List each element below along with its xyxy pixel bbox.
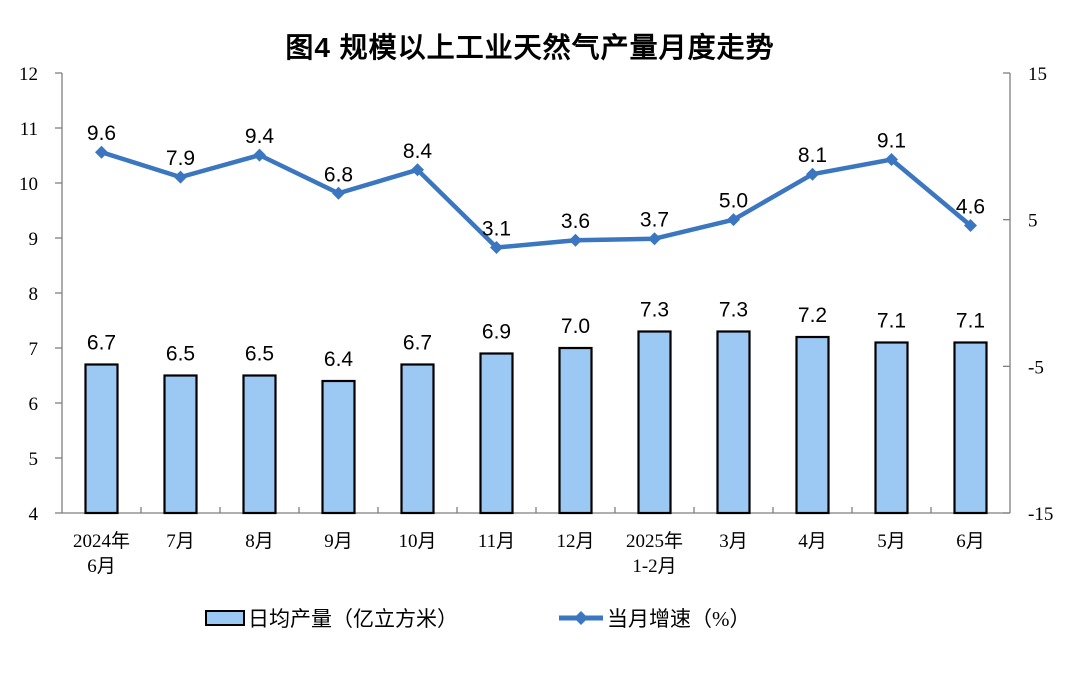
x-axis-label: 11月 xyxy=(478,531,515,552)
bar-value-label: 6.9 xyxy=(482,321,511,344)
line-value-label: 5.0 xyxy=(719,190,748,213)
x-axis-label: 2025年 xyxy=(626,530,683,552)
x-axis-label: 3月 xyxy=(719,531,748,552)
left-axis-tick-label: 11 xyxy=(20,119,38,140)
x-axis-label: 2024年 xyxy=(73,530,130,552)
growth-line xyxy=(99,149,973,250)
right-axis-tick-label: -5 xyxy=(1028,357,1044,378)
bar xyxy=(84,363,119,515)
line-marker-diamond-icon xyxy=(490,241,503,255)
bar-value-label: 6.5 xyxy=(166,343,195,366)
x-axis-label: 6月 xyxy=(956,531,985,552)
x-axis-label: 1-2月 xyxy=(632,556,676,577)
bar xyxy=(558,346,593,515)
bar-value-label: 7.1 xyxy=(877,310,906,333)
line-value-label: 3.1 xyxy=(482,218,511,241)
x-axis-label: 4月 xyxy=(798,531,827,552)
left-axis-tick-label: 12 xyxy=(19,64,38,85)
bar-value-label: 7.1 xyxy=(956,310,985,333)
bar-value-label: 7.2 xyxy=(798,304,827,327)
right-axis-tick-label: -15 xyxy=(1028,504,1053,525)
legend-label-line-series: 当月增速（%） xyxy=(607,607,751,631)
x-axis-label: 5月 xyxy=(877,531,906,552)
line-value-label: 9.6 xyxy=(87,122,116,145)
line-marker-diamond-icon xyxy=(95,145,108,159)
line-diamond-swatch-icon xyxy=(559,611,603,625)
left-axis-tick-label: 4 xyxy=(29,504,39,525)
bar xyxy=(479,352,514,515)
bar xyxy=(163,374,198,515)
x-axis-label: 7月 xyxy=(166,531,195,552)
bar-value-label: 6.7 xyxy=(87,332,116,355)
line-value-label: 8.1 xyxy=(798,144,827,167)
bar xyxy=(321,379,356,515)
line-value-label: 9.1 xyxy=(877,130,906,153)
x-axis-label: 9月 xyxy=(324,531,353,552)
line-value-label: 8.4 xyxy=(403,140,433,163)
bar xyxy=(874,341,909,515)
bar-value-label: 6.7 xyxy=(403,332,432,355)
line-marker-diamond-icon xyxy=(174,170,187,184)
line-value-label: 9.4 xyxy=(245,125,275,148)
right-axis-tick-label: 15 xyxy=(1028,64,1047,85)
bar-value-label: 7.3 xyxy=(719,299,748,322)
line-marker-diamond-icon xyxy=(411,163,424,177)
bar-value-label: 7.0 xyxy=(561,315,590,338)
line-marker-diamond-icon xyxy=(885,153,898,167)
bar xyxy=(637,330,672,515)
legend-label-bar-series: 日均产量（亿立方米） xyxy=(248,607,458,631)
line-value-label: 3.7 xyxy=(640,209,669,232)
bar xyxy=(242,374,277,515)
left-axis-tick-label: 9 xyxy=(29,229,39,250)
line-value-label: 6.8 xyxy=(324,163,353,186)
legend: 日均产量（亿立方米） 当月增速（%） xyxy=(205,603,751,633)
line-value-label: 3.6 xyxy=(561,210,590,233)
x-axis-label: 6月 xyxy=(87,556,116,577)
legend-item-line-series: 当月增速（%） xyxy=(558,603,751,633)
bar xyxy=(400,363,435,515)
left-axis-tick-label: 5 xyxy=(29,449,39,470)
x-axis-label: 10月 xyxy=(398,531,436,552)
x-axis-label: 12月 xyxy=(556,531,594,552)
x-axis-label: 8月 xyxy=(245,531,274,552)
line-marker-diamond-icon xyxy=(727,213,740,227)
line-marker-diamond-icon xyxy=(964,219,977,233)
bar-value-label: 7.3 xyxy=(640,299,669,322)
line-marker-diamond-icon xyxy=(806,167,819,181)
line-value-label: 7.9 xyxy=(166,147,195,170)
left-axis-tick-label: 7 xyxy=(29,339,39,360)
bar xyxy=(716,330,751,515)
bar-swatch-icon xyxy=(205,610,245,626)
line-marker-diamond-icon xyxy=(648,232,661,246)
bar-value-label: 6.5 xyxy=(245,343,274,366)
left-axis-tick-label: 10 xyxy=(19,174,38,195)
line-marker-diamond-icon xyxy=(332,186,345,200)
line-value-label: 4.6 xyxy=(956,196,985,219)
line-marker-diamond-icon xyxy=(569,233,582,247)
chart-title: 图4 规模以上工业天然气产量月度走势 xyxy=(285,32,775,63)
left-axis-tick-label: 6 xyxy=(29,394,39,415)
bar-value-label: 6.4 xyxy=(324,348,354,371)
line-marker-diamond-icon xyxy=(253,148,266,162)
bar xyxy=(795,335,830,515)
bar xyxy=(953,341,988,515)
left-axis-tick-label: 8 xyxy=(29,284,39,305)
legend-item-bar-series: 日均产量（亿立方米） xyxy=(205,603,458,633)
right-axis-tick-label: 5 xyxy=(1028,211,1038,232)
